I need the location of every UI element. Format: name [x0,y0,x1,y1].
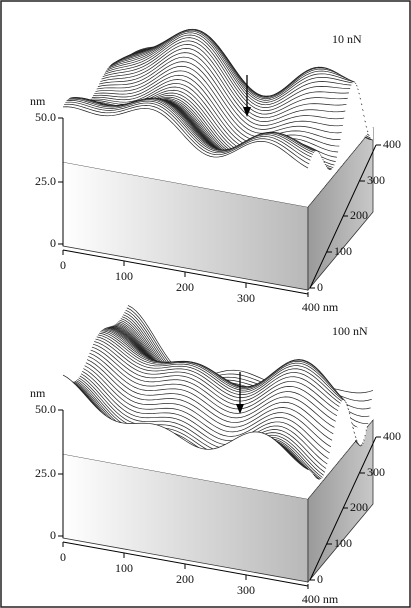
arrow-head [236,404,244,414]
surface-line [93,74,339,153]
y-tick-label: 0 [317,280,323,294]
side-face [307,418,374,584]
x-tick-label: 300 [237,291,255,305]
surface-line [109,28,356,100]
x-tick-label: 0 [60,550,66,564]
surface-line [112,29,358,98]
surface-line [105,34,351,108]
surface-line [89,352,335,428]
surface-line [94,70,340,147]
arrow-head [243,107,251,117]
z-tick-label: 50.0 [35,402,56,416]
surface-line [91,346,338,416]
y-tick-label: 300 [367,465,385,479]
surface-line [102,329,348,407]
surface-line [101,330,347,404]
x-tick-label: 100 [115,269,133,283]
x-tick-label: 100 [115,561,133,575]
surface-line [66,99,312,158]
surface-line [68,97,315,153]
surface-line [62,106,309,169]
z-tick-label: 0 [50,528,56,542]
surface-line [100,331,346,402]
surface-line [79,375,326,473]
z-unit: nm [30,386,46,400]
x-tick-label: 200 [176,572,194,586]
surface-line [85,362,332,448]
surface-line [97,56,343,130]
surface-line [96,61,342,134]
x-tick-label: 400 nm [302,300,339,314]
surface-line [82,370,328,465]
surface-line [101,44,347,119]
y-tick-label: 100 [334,536,352,550]
z-tick-label: 0 [50,236,56,250]
surface-line [90,349,336,422]
surface-line [84,365,330,454]
surface-line [95,338,341,404]
surface-line [65,101,311,161]
surface-line [106,32,352,106]
z-tick-label: 25.0 [35,174,56,188]
surface-line [78,377,324,476]
panel-label: 100 nN [332,324,368,338]
z-unit: nm [30,94,46,108]
z-tick-label: 25.0 [35,466,56,480]
y-tick-label: 300 [367,173,385,187]
surface-line [97,334,344,401]
surface-line [67,98,313,155]
surface-line [83,368,329,460]
surface-line [62,374,309,470]
y-tick-label: 200 [350,208,368,222]
surface-line [96,336,342,402]
y-tick-label: 200 [350,500,368,514]
surface-strip [63,375,308,499]
y-tick-label: 100 [334,244,352,258]
panel-label: 10 nN [332,32,362,46]
y-tick-label: 400 [383,429,401,443]
surface-line [92,343,339,412]
surface-strip [63,106,308,207]
x-tick-label: 400 nm [302,592,339,606]
surface-line [108,29,354,101]
surface-line [99,52,345,126]
surface-line [64,103,310,165]
surface-line [110,28,357,98]
y-tick-label: 400 [383,137,401,151]
z-tick-label: 50.0 [35,110,56,124]
y-tick-label: 0 [317,572,323,586]
surface-line [88,356,334,435]
surface-line [95,65,341,140]
surface-line [103,37,349,112]
surface-line [99,332,345,401]
surface-line [102,40,348,115]
x-tick-label: 200 [176,280,194,294]
surface-line [100,47,346,122]
x-tick-label: 300 [237,583,255,597]
surface-line [107,30,353,103]
surface-line [94,341,340,407]
surface-line [86,359,333,441]
surface-line [80,373,327,469]
surface-line [70,97,316,152]
x-tick-label: 0 [60,258,66,272]
